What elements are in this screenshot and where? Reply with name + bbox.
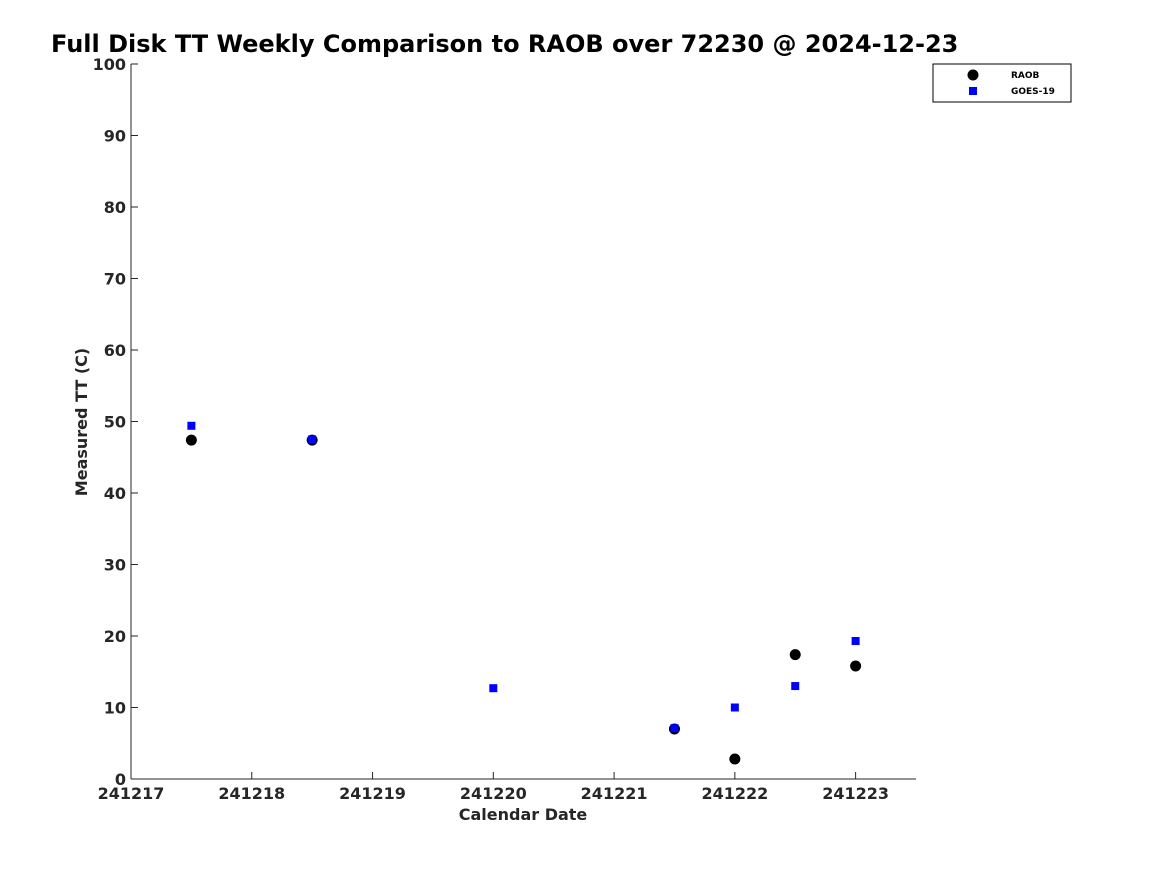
y-tick-label: 0 bbox=[115, 770, 126, 789]
y-tick-label: 90 bbox=[104, 127, 126, 146]
y-tick-label: 40 bbox=[104, 484, 126, 503]
x-tick-label: 241219 bbox=[339, 784, 406, 803]
y-tick-label: 50 bbox=[104, 413, 126, 432]
y-tick-label: 20 bbox=[104, 627, 126, 646]
x-tick-label: 241217 bbox=[98, 784, 165, 803]
data-point-goes-19 bbox=[670, 724, 679, 733]
y-axis-ticks: 0 10 20 30 40 50 60 70 80 90 100 bbox=[93, 55, 138, 789]
legend-marker-goes-19 bbox=[969, 87, 977, 95]
x-tick-label: 241220 bbox=[460, 784, 527, 803]
data-point-raob bbox=[850, 660, 862, 672]
y-tick-label: 100 bbox=[93, 55, 126, 74]
data-point-goes-19 bbox=[730, 703, 739, 712]
data-point-raob bbox=[789, 649, 801, 661]
y-axis-label: Measured TT (C) bbox=[72, 348, 91, 496]
y-tick-label: 30 bbox=[104, 556, 126, 575]
data-point-raob bbox=[729, 753, 741, 765]
x-tick-label: 241218 bbox=[218, 784, 285, 803]
y-tick-label: 70 bbox=[104, 270, 126, 289]
legend-label-goes-19: GOES-19 bbox=[1011, 87, 1055, 97]
data-point-goes-19 bbox=[489, 684, 498, 693]
chart-title: Full Disk TT Weekly Comparison to RAOB o… bbox=[51, 30, 958, 58]
legend-box bbox=[932, 63, 1072, 103]
data-point-raob bbox=[185, 434, 197, 446]
data-points bbox=[185, 421, 862, 765]
data-point-goes-19 bbox=[851, 637, 860, 646]
y-tick-label: 80 bbox=[104, 198, 126, 217]
axes bbox=[130, 64, 916, 780]
legend: RAOB GOES-19 bbox=[932, 63, 1072, 103]
x-tick-label: 241221 bbox=[581, 784, 648, 803]
data-point-goes-19 bbox=[791, 682, 800, 691]
x-axis-ticks: 241217 241218 241219 241220 241221 241222 2412… bbox=[98, 772, 889, 803]
legend-marker-raob bbox=[967, 69, 979, 81]
data-point-goes-19 bbox=[187, 421, 196, 430]
y-tick-label: 60 bbox=[104, 341, 126, 360]
x-tick-label: 241223 bbox=[822, 784, 889, 803]
x-tick-label: 241222 bbox=[701, 784, 768, 803]
legend-label-raob: RAOB bbox=[1011, 71, 1040, 81]
data-point-goes-19 bbox=[308, 435, 317, 444]
x-axis-label: Calendar Date bbox=[459, 805, 588, 824]
y-tick-label: 10 bbox=[104, 699, 126, 718]
